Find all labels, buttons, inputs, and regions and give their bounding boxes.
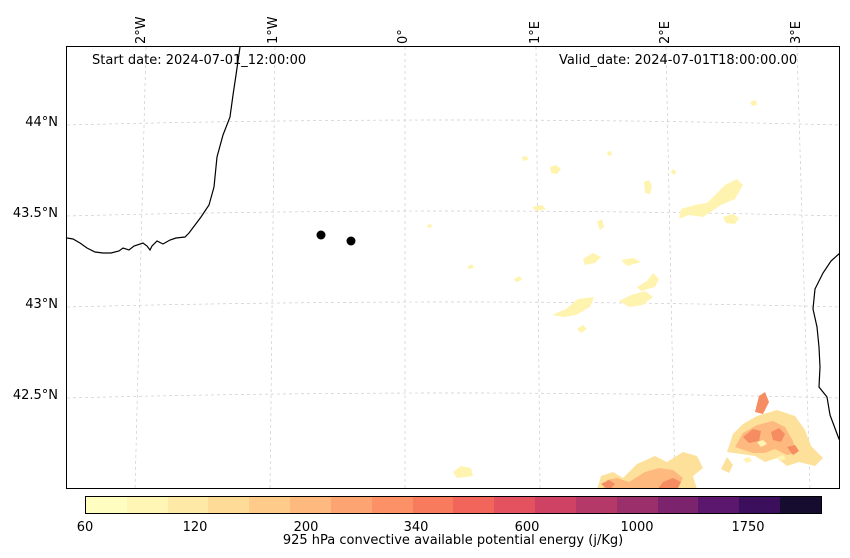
colorbar-swatch: [412, 497, 454, 513]
lat-tick-label: 43°N: [25, 297, 58, 312]
colorbar-tick-label: 60: [76, 520, 94, 535]
lat-tick-label: 43.5°N: [12, 206, 58, 221]
map-canvas: [67, 47, 839, 488]
lon-tick-label: 2°W: [134, 16, 149, 44]
cape-field: [427, 100, 823, 488]
colorbar-swatch: [739, 497, 781, 513]
colorbar-tick-label: 600: [514, 520, 540, 535]
colorbar-swatch: [371, 497, 413, 513]
colorbar-swatch: [780, 497, 821, 513]
start-date-label: Start date: 2024-07-01_12:00:00: [92, 53, 307, 68]
colorbar-label: 925 hPa convective available potential e…: [282, 533, 624, 548]
station-points: [316, 230, 356, 246]
colorbar-swatch: [535, 497, 576, 513]
colorbar-swatch: [453, 497, 495, 513]
valid-date-label: Valid_date: 2024-07-01T18:00:00.00: [559, 53, 798, 68]
colorbar-tick-label: 340: [403, 520, 429, 535]
lon-tick-label: 0°: [396, 29, 411, 44]
coastline: [67, 47, 839, 440]
lon-tick-label: 2°E: [658, 21, 673, 44]
graticule: [67, 47, 839, 488]
colorbar-swatch: [290, 497, 331, 513]
colorbar-swatch: [575, 497, 617, 513]
colorbar: [85, 496, 822, 514]
station-point[interactable]: [346, 236, 356, 246]
colorbar-swatch: [208, 497, 250, 513]
map-panel[interactable]: Start date: 2024-07-01_12:00:00 Valid_da…: [66, 46, 840, 489]
colorbar-tick-label: 1750: [731, 520, 765, 535]
colorbar-swatch: [126, 497, 168, 513]
lon-tick-label: 1°E: [528, 21, 543, 44]
colorbar-swatch: [494, 497, 536, 513]
colorbar-swatch: [249, 497, 291, 513]
lat-tick-label: 44°N: [25, 115, 58, 130]
colorbar-tick-label: 1000: [620, 520, 654, 535]
colorbar-tick-label: 120: [182, 520, 208, 535]
station-point[interactable]: [316, 230, 326, 240]
colorbar-swatch: [616, 497, 658, 513]
colorbar-swatch: [698, 497, 740, 513]
colorbar-swatch: [167, 497, 209, 513]
colorbar-swatch: [330, 497, 372, 513]
colorbar-swatch: [86, 497, 127, 513]
lon-tick-label: 3°E: [789, 21, 804, 44]
lat-tick-label: 42.5°N: [12, 388, 58, 403]
colorbar-swatch: [657, 497, 699, 513]
colorbar-tick-label: 200: [293, 520, 319, 535]
lon-tick-label: 1°W: [266, 16, 281, 44]
